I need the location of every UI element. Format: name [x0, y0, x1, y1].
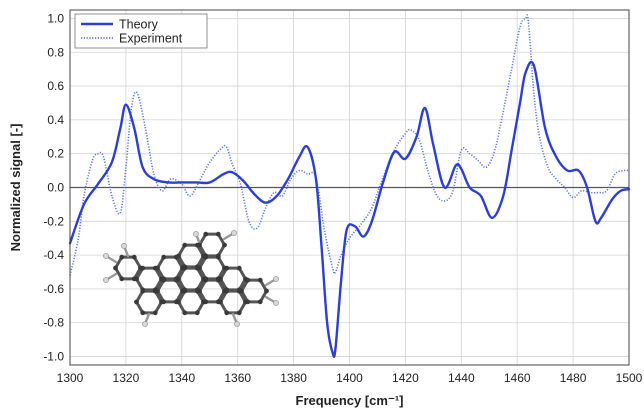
molecule-atom [173, 277, 179, 283]
molecule-atom [273, 300, 279, 306]
legend-label-theory: Theory [119, 18, 159, 32]
series-line-experiment [69, 14, 630, 276]
molecule-atom [203, 277, 209, 283]
x-tick-label: 1340 [168, 371, 195, 385]
molecule-atom [224, 310, 230, 316]
molecule-atom [194, 264, 200, 270]
molecule-atom [103, 277, 109, 283]
molecule-atom [203, 299, 209, 305]
molecule-atom [224, 265, 230, 271]
molecule-atom [182, 242, 188, 248]
molecule-atom [131, 254, 137, 260]
molecule-atom [236, 265, 242, 271]
molecule-atom [193, 231, 199, 237]
molecule-atom [203, 253, 209, 259]
molecule-atom [161, 277, 167, 283]
series-line-theory [68, 60, 631, 358]
molecule-atom [119, 276, 125, 282]
molecule-atom [142, 321, 148, 327]
molecule-atom [236, 310, 242, 316]
y-tick-label: 0.8 [47, 45, 64, 59]
legend-box [74, 13, 208, 49]
molecule-atom [182, 288, 188, 294]
molecule-atom [140, 265, 146, 271]
molecule-atom [203, 231, 209, 237]
series-group [68, 14, 631, 358]
y-tick-label: -0.6 [43, 282, 64, 296]
molecule-structure [103, 230, 279, 327]
molecule-atom [134, 276, 139, 282]
molecule-atom [134, 299, 139, 305]
x-tick-label: 1400 [336, 371, 363, 385]
molecule-atom [159, 299, 164, 305]
molecule-atom [264, 288, 269, 294]
y-tick-label: 0.4 [47, 113, 64, 127]
y-axis-label: Normalized signal [-] [8, 124, 23, 252]
molecule-atom [197, 288, 202, 294]
plot-frame [69, 9, 630, 366]
molecule-atom [155, 265, 160, 271]
ticks: 1300 1320 1340 1360 1380 1400 1420 1440 1460 1480… [43, 11, 642, 385]
molecule-atom [231, 230, 237, 236]
molecule-atom [215, 253, 221, 259]
x-tick-label: 1460 [504, 371, 531, 385]
x-tick-label: 1360 [224, 371, 251, 385]
x-tick-label: 1320 [113, 371, 140, 385]
y-tick-label: 0.0 [47, 181, 64, 195]
molecule-atom [239, 288, 244, 294]
molecule-atom [222, 242, 227, 248]
y-tick-label: -1.0 [43, 350, 64, 364]
molecule-atom [113, 265, 118, 271]
y-tick-label: -0.4 [43, 248, 64, 262]
molecule-atom [182, 310, 188, 316]
molecule-atom [152, 288, 158, 294]
legend-label-experiment: Experiment [119, 32, 183, 46]
molecule-atom [152, 310, 158, 316]
x-tick-label: 1500 [616, 371, 643, 385]
molecule-atom [140, 310, 146, 316]
molecule-atom [224, 288, 230, 294]
molecule-atom [194, 310, 200, 316]
x-tick-label: 1480 [560, 371, 587, 385]
molecule-atom [119, 254, 125, 260]
molecule-atom [176, 253, 181, 259]
x-tick-label: 1380 [280, 371, 307, 385]
y-tick-label: 1.0 [47, 11, 64, 25]
molecule-atom [121, 243, 127, 249]
y-tick-label: -0.8 [43, 316, 64, 330]
molecule-atom [257, 299, 263, 305]
molecule-atom [182, 264, 188, 270]
x-tick-label: 1300 [57, 371, 84, 385]
molecule-atom [161, 254, 167, 260]
molecule-atom [245, 299, 251, 305]
molecule-atom [215, 231, 221, 237]
legend: Theory Experiment [74, 13, 208, 49]
molecule-atom [218, 299, 223, 305]
y-tick-label: 0.2 [47, 147, 64, 161]
molecule-atom [273, 276, 279, 282]
molecule-atom [140, 288, 146, 294]
molecule-atom [197, 242, 202, 248]
x-tick-label: 1420 [392, 371, 419, 385]
molecule-atom [245, 277, 251, 283]
molecule-atom [218, 276, 223, 282]
molecule-atom [103, 253, 109, 259]
molecule-atom [176, 299, 181, 305]
molecule-atom [234, 321, 240, 327]
molecule-atom [257, 277, 263, 283]
x-tick-label: 1440 [448, 371, 475, 385]
x-axis-label: Frequency [cm⁻¹] [296, 393, 404, 408]
y-tick-label: -0.2 [43, 214, 64, 228]
y-tick-label: 0.6 [47, 79, 64, 93]
